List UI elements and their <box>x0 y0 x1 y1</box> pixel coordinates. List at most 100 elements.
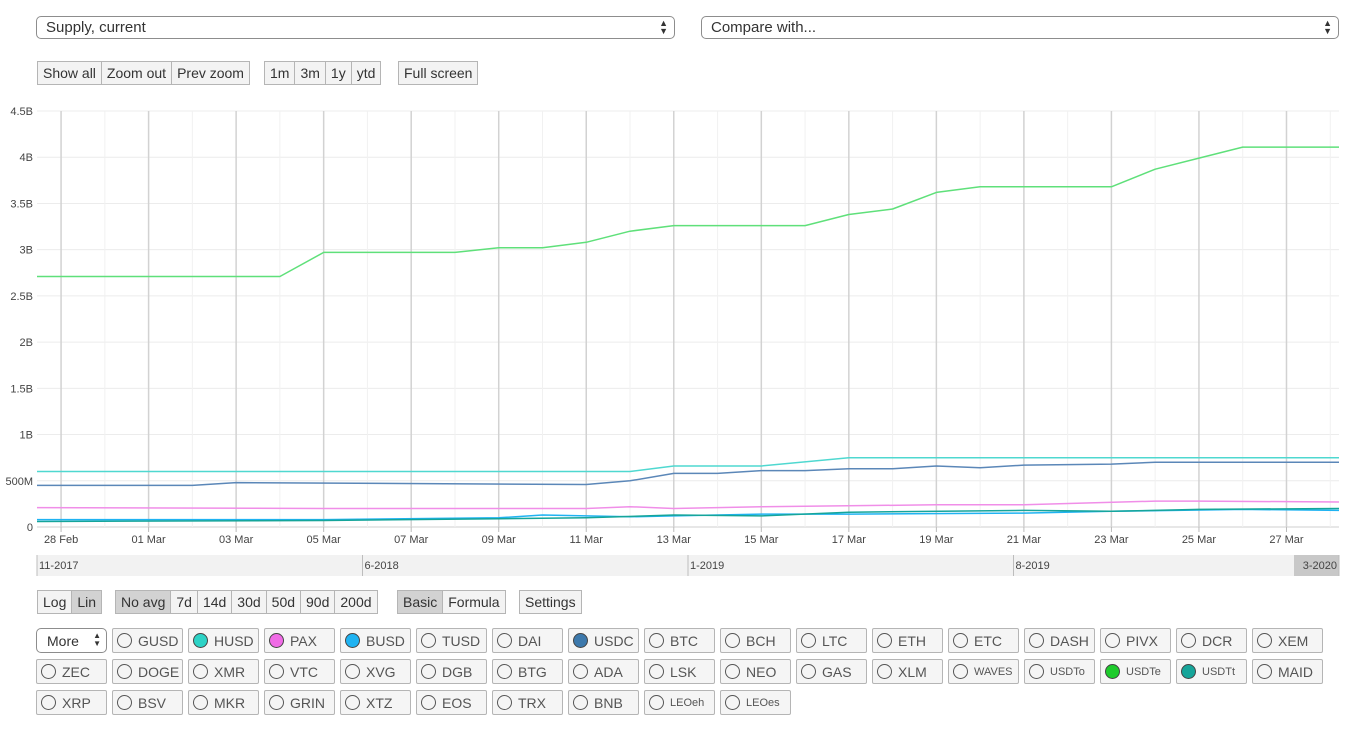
basic-mode-button[interactable]: Basic <box>397 590 444 614</box>
avg-14d-button[interactable]: 14d <box>196 590 233 614</box>
coin-toggle-btg[interactable]: BTG <box>492 659 563 684</box>
coin-toggle-usdte[interactable]: USDTe <box>1100 659 1171 684</box>
coin-toggle-xem[interactable]: XEM <box>1252 628 1323 653</box>
avg-200d-button[interactable]: 200d <box>334 590 378 614</box>
range-ytd-button[interactable]: ytd <box>350 61 382 85</box>
coin-toggle-zec[interactable]: ZEC <box>36 659 107 684</box>
range-3m-button[interactable]: 3m <box>294 61 326 85</box>
coin-toggle-xrp[interactable]: XRP <box>36 690 107 715</box>
coin-label: USDTo <box>1050 665 1085 678</box>
coin-toggle-xtz[interactable]: XTZ <box>340 690 411 715</box>
radio-icon <box>117 664 132 679</box>
coin-selector-grid: More ▲ ▼ GUSD HUSD PAX BUSD TUSD DAI USDC BTC BCH LT… <box>36 628 1346 721</box>
radio-icon <box>1257 633 1272 648</box>
coin-toggle-usdto[interactable]: USDTo <box>1024 659 1095 684</box>
compare-select[interactable]: Compare with... ▲ ▼ <box>701 16 1339 39</box>
coin-toggle-grin[interactable]: GRIN <box>264 690 335 715</box>
settings-button[interactable]: Settings <box>519 590 582 614</box>
zoom-out-button[interactable]: Zoom out <box>100 61 173 85</box>
supply-chart[interactable]: 0 500M 1B 1.5B 2B 2.5B 3B 3.5B 4B 4.5B 28 Feb 01 M… <box>0 100 1360 580</box>
coin-toggle-eth[interactable]: ETH <box>872 628 943 653</box>
coin-label: ETC <box>974 632 1002 649</box>
coin-toggle-gusd[interactable]: GUSD <box>112 628 183 653</box>
coin-toggle-leoeh[interactable]: LEOeh <box>644 690 715 715</box>
lin-scale-button[interactable]: Lin <box>71 590 103 614</box>
coin-toggle-husd[interactable]: HUSD <box>188 628 259 653</box>
coin-toggle-dai[interactable]: DAI <box>492 628 563 653</box>
coin-toggle-pivx[interactable]: PIVX <box>1100 628 1171 653</box>
full-screen-button[interactable]: Full screen <box>398 61 479 85</box>
coin-toggle-busd[interactable]: BUSD <box>340 628 411 653</box>
x-tick-label: 17 Mar <box>832 534 867 546</box>
updown-arrows-icon: ▲ ▼ <box>659 18 668 36</box>
navigator-selection[interactable] <box>1294 555 1339 576</box>
avg-30d-button[interactable]: 30d <box>231 590 267 614</box>
log-scale-button[interactable]: Log <box>37 590 73 614</box>
coin-toggle-xmr[interactable]: XMR <box>188 659 259 684</box>
x-axis-labels: 28 Feb 01 Mar 03 Mar 05 Mar 07 Mar 09 Mar 11 M… <box>44 534 1304 546</box>
coin-toggle-etc[interactable]: ETC <box>948 628 1019 653</box>
radio-icon <box>801 664 816 679</box>
coin-toggle-xvg[interactable]: XVG <box>340 659 411 684</box>
coin-toggle-pax[interactable]: PAX <box>264 628 335 653</box>
radio-icon <box>345 664 360 679</box>
coin-toggle-neo[interactable]: NEO <box>720 659 791 684</box>
coin-toggle-tusd[interactable]: TUSD <box>416 628 487 653</box>
coin-toggle-dgb[interactable]: DGB <box>416 659 487 684</box>
coin-toggle-lsk[interactable]: LSK <box>644 659 715 684</box>
radio-icon <box>649 633 664 648</box>
coin-toggle-dash[interactable]: DASH <box>1024 628 1095 653</box>
coin-label: DASH <box>1050 632 1089 649</box>
radio-icon <box>877 633 892 648</box>
radio-icon <box>41 664 56 679</box>
y-tick-label: 1.5B <box>10 383 33 395</box>
more-select[interactable]: More ▲ ▼ <box>36 628 107 653</box>
coin-label: PIVX <box>1126 632 1158 649</box>
navigator-label: 1-2019 <box>690 560 724 572</box>
coin-toggle-ada[interactable]: ADA <box>568 659 639 684</box>
radio-icon <box>953 633 968 648</box>
coin-toggle-doge[interactable]: DOGE <box>112 659 183 684</box>
avg-90d-button[interactable]: 90d <box>300 590 336 614</box>
selected-radio-icon <box>1181 664 1196 679</box>
coin-toggle-trx[interactable]: TRX <box>492 690 563 715</box>
coin-toggle-eos[interactable]: EOS <box>416 690 487 715</box>
y-axis-labels: 0 500M 1B 1.5B 2B 2.5B 3B 3.5B 4B 4.5B <box>5 106 33 534</box>
show-all-button[interactable]: Show all <box>37 61 102 85</box>
range-1m-button[interactable]: 1m <box>264 61 296 85</box>
no-avg-button[interactable]: No avg <box>115 590 172 614</box>
coin-toggle-bch[interactable]: BCH <box>720 628 791 653</box>
avg-button-group: No avg 7d 14d 30d 50d 90d 200d <box>115 590 378 614</box>
coin-toggle-dcr[interactable]: DCR <box>1176 628 1247 653</box>
coin-toggle-mkr[interactable]: MKR <box>188 690 259 715</box>
coin-toggle-btc[interactable]: BTC <box>644 628 715 653</box>
avg-50d-button[interactable]: 50d <box>265 590 302 614</box>
coin-toggle-leoes[interactable]: LEOes <box>720 690 791 715</box>
coin-label: USDC <box>594 632 634 649</box>
coin-label: USDTe <box>1126 665 1161 678</box>
formula-mode-button[interactable]: Formula <box>442 590 506 614</box>
more-select-label: More <box>47 633 79 649</box>
coin-toggle-bsv[interactable]: BSV <box>112 690 183 715</box>
radio-icon <box>193 664 208 679</box>
range-navigator[interactable]: 11-2017 6-2018 1-2019 8-2019 3-2020 <box>36 555 1340 576</box>
coin-toggle-usdc[interactable]: USDC <box>568 628 639 653</box>
prev-zoom-button[interactable]: Prev zoom <box>171 61 250 85</box>
x-tick-label: 27 Mar <box>1269 534 1304 546</box>
coin-toggle-ltc[interactable]: LTC <box>796 628 867 653</box>
coin-toggle-usdtt[interactable]: USDTt <box>1176 659 1247 684</box>
range-1y-button[interactable]: 1y <box>324 61 352 85</box>
radio-icon <box>1181 633 1196 648</box>
coin-toggle-vtc[interactable]: VTC <box>264 659 335 684</box>
coin-toggle-bnb[interactable]: BNB <box>568 690 639 715</box>
coin-toggle-waves[interactable]: WAVES <box>948 659 1019 684</box>
radio-icon <box>725 633 740 648</box>
coin-label: DAI <box>518 632 542 649</box>
radio-icon <box>497 664 512 679</box>
metric-select[interactable]: Supply, current ▲ ▼ <box>36 16 675 39</box>
coin-label: XLM <box>898 663 927 680</box>
coin-toggle-gas[interactable]: GAS <box>796 659 867 684</box>
coin-toggle-xlm[interactable]: XLM <box>872 659 943 684</box>
coin-toggle-maid[interactable]: MAID <box>1252 659 1323 684</box>
avg-7d-button[interactable]: 7d <box>170 590 198 614</box>
